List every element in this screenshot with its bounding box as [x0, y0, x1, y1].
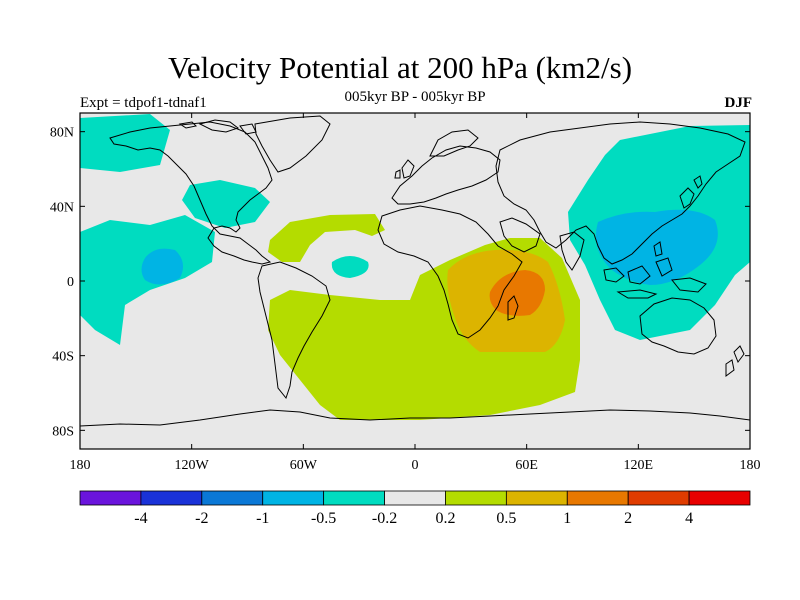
- x-tick-label: 180: [70, 458, 91, 473]
- coastline-europe: [391, 145, 501, 205]
- coastline-british-isles: [394, 159, 415, 179]
- colorbar-swatch: [505, 490, 568, 506]
- y-tick-label: 40S: [52, 350, 74, 365]
- colorbar-label: 0.2: [435, 510, 455, 527]
- x-tick-label: 60W: [290, 458, 318, 473]
- coastline-south-america: [257, 261, 331, 400]
- colorbar-swatch: [201, 490, 264, 506]
- coastline-japan: [679, 175, 703, 209]
- season-label: DJF: [724, 95, 753, 111]
- coastlines: [80, 115, 750, 427]
- coastline-asia: [495, 121, 746, 265]
- y-tick-label: 40N: [50, 200, 74, 215]
- coastline-scandinavia: [429, 129, 479, 157]
- chart-title: Velocity Potential at 200 hPa (km2/s): [167, 50, 633, 85]
- contour-fills: [80, 114, 750, 420]
- colorbar-label: -4: [134, 510, 147, 527]
- colorbar-swatch: [566, 490, 629, 506]
- colorbar: -4 -2 -1 -0.5 -0.2 0.2 0.5 1 2 4: [79, 490, 751, 527]
- colorbar-label: 0.5: [496, 510, 516, 527]
- x-tick-label: 120W: [175, 458, 210, 473]
- contour-core-central-pacific: [141, 248, 184, 285]
- contour-region-equatorial-atlantic: [331, 256, 369, 278]
- colorbar-swatch: [262, 490, 325, 506]
- coastline-arctic-islands: [178, 119, 257, 135]
- colorbar-swatch: [627, 490, 690, 506]
- y-tick-label: 80N: [50, 126, 74, 141]
- experiment-label: Expt = tdpof1-tdnaf1: [80, 95, 207, 111]
- coastline-maritime-continent: [603, 241, 707, 299]
- coastline-greenland: [254, 115, 331, 173]
- coastline-australia: [639, 297, 717, 355]
- axis-ticks: 180 120W 60W 0 60E 120E 180 80N 40N 0 40S 80S: [50, 113, 761, 473]
- colorbar-label: -0.5: [311, 510, 336, 527]
- colorbar-label: -0.2: [372, 510, 397, 527]
- colorbar-swatch: [384, 490, 446, 506]
- y-tick-label: 80S: [52, 424, 74, 439]
- colorbar-label: 2: [624, 510, 632, 527]
- colorbar-swatch: [79, 490, 142, 506]
- coastline-new-zealand: [725, 345, 745, 377]
- y-tick-label: 0: [67, 275, 74, 290]
- chart-subtitle: 005kyr BP - 005kyr BP: [344, 89, 486, 105]
- coastline-antarctica: [80, 409, 750, 427]
- colorbar-label: 4: [685, 510, 693, 527]
- colorbar-label: 1: [563, 510, 571, 527]
- colorbar-label: -1: [256, 510, 269, 527]
- coastline-arabia: [499, 217, 541, 253]
- contour-core-madagascar: [489, 270, 545, 316]
- colorbar-swatch: [140, 490, 203, 506]
- contour-region-north-pacific: [80, 114, 170, 172]
- x-tick-label: 180: [740, 458, 761, 473]
- coastline-india: [559, 231, 585, 271]
- colorbar-label: -2: [195, 510, 208, 527]
- coastline-africa: [377, 205, 523, 339]
- colorbar-swatch: [688, 490, 751, 506]
- colorbar-swatch: [323, 490, 385, 506]
- contour-region-nw-atlantic: [182, 180, 270, 228]
- coastline-madagascar: [507, 295, 519, 321]
- contour-region-tropical-atlantic: [268, 214, 385, 262]
- x-tick-label: 120E: [624, 458, 654, 473]
- contour-core-maritime-continent: [595, 209, 718, 285]
- colorbar-swatch: [445, 490, 507, 506]
- x-tick-label: 0: [412, 458, 419, 473]
- coastline-north-america: [109, 121, 273, 265]
- x-tick-label: 60E: [515, 458, 538, 473]
